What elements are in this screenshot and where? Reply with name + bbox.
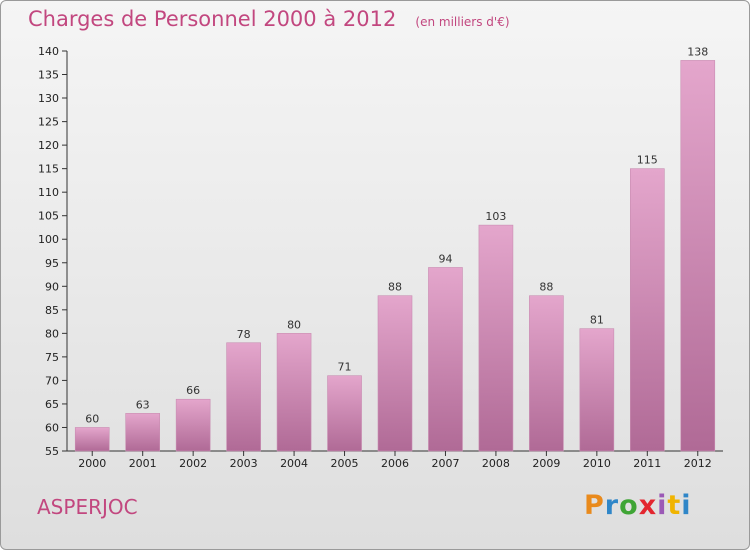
y-tick-label: 55 [45, 445, 59, 458]
value-label-2002: 66 [186, 384, 200, 397]
bar-2011 [630, 168, 665, 452]
x-tick-label-2006: 2006 [381, 457, 409, 470]
brand-letter: x [638, 490, 658, 521]
brand-letter: t [667, 490, 682, 521]
value-label-2001: 63 [136, 398, 150, 411]
value-label-2004: 80 [287, 318, 301, 331]
bar-2004 [276, 333, 312, 452]
value-label-2010: 81 [590, 314, 604, 327]
y-tick-label: 70 [45, 374, 59, 387]
y-tick-label: 90 [45, 280, 59, 293]
x-tick-label-2007: 2007 [431, 457, 459, 470]
x-tick-label-2008: 2008 [482, 457, 510, 470]
value-label-2000: 60 [85, 412, 99, 425]
value-label-2003: 78 [237, 328, 251, 341]
x-tick-label-2005: 2005 [331, 457, 359, 470]
value-label-2011: 115 [637, 154, 658, 167]
brand-letter: P [584, 490, 605, 521]
bar-2005 [327, 375, 362, 452]
bar-2007 [428, 267, 463, 452]
x-tick-label-2003: 2003 [230, 457, 258, 470]
y-tick-label: 120 [38, 139, 59, 152]
brand-letter: o [619, 490, 639, 521]
x-tick-label-2001: 2001 [129, 457, 157, 470]
brand-letter: i [657, 490, 668, 521]
y-tick-label: 95 [45, 257, 59, 270]
value-label-2012: 138 [687, 45, 708, 58]
title-row: Charges de Personnel 2000 à 2012 (en mil… [28, 7, 510, 31]
chart-title: Charges de Personnel 2000 à 2012 [28, 7, 397, 31]
x-tick-label-2012: 2012 [684, 457, 712, 470]
bar-2008 [478, 224, 514, 452]
y-tick-label: 100 [38, 233, 59, 246]
value-label-2009: 88 [539, 281, 553, 294]
x-tick-label-2000: 2000 [78, 457, 106, 470]
chart-subtitle: (en milliers d'€) [415, 15, 510, 29]
bar-2012 [680, 60, 716, 452]
bar-2003 [226, 342, 261, 452]
brand-letter: i [681, 490, 692, 521]
y-tick-label: 115 [38, 163, 59, 176]
y-tick-label: 130 [38, 92, 59, 105]
value-label-2005: 71 [338, 361, 352, 374]
commune-name: ASPERJOC [37, 495, 138, 519]
bar-2001 [125, 413, 160, 452]
y-tick-label: 125 [38, 116, 59, 129]
x-tick-label-2002: 2002 [179, 457, 207, 470]
y-tick-label: 60 [45, 421, 59, 434]
value-label-2006: 88 [388, 281, 402, 294]
bar-2010 [579, 328, 615, 452]
y-tick-label: 105 [38, 210, 59, 223]
x-tick-label-2011: 2011 [633, 457, 661, 470]
x-tick-label-2004: 2004 [280, 457, 308, 470]
value-label-2007: 94 [438, 252, 452, 265]
y-tick-label: 80 [45, 327, 59, 340]
y-tick-label: 135 [38, 69, 59, 82]
y-tick-label: 65 [45, 398, 59, 411]
y-tick-label: 75 [45, 351, 59, 364]
brand-logo: Proxiti [584, 490, 692, 521]
bar-2009 [529, 295, 564, 452]
bar-2002 [175, 398, 211, 452]
y-tick-label: 110 [38, 186, 59, 199]
y-tick-label: 85 [45, 304, 59, 317]
brand-letter: r [604, 490, 620, 521]
x-tick-label-2010: 2010 [583, 457, 611, 470]
bar-2006 [377, 295, 413, 452]
value-label-2008: 103 [485, 210, 506, 223]
y-tick-label: 140 [38, 45, 59, 58]
x-tick-label-2009: 2009 [532, 457, 560, 470]
bar-2000 [74, 427, 110, 452]
